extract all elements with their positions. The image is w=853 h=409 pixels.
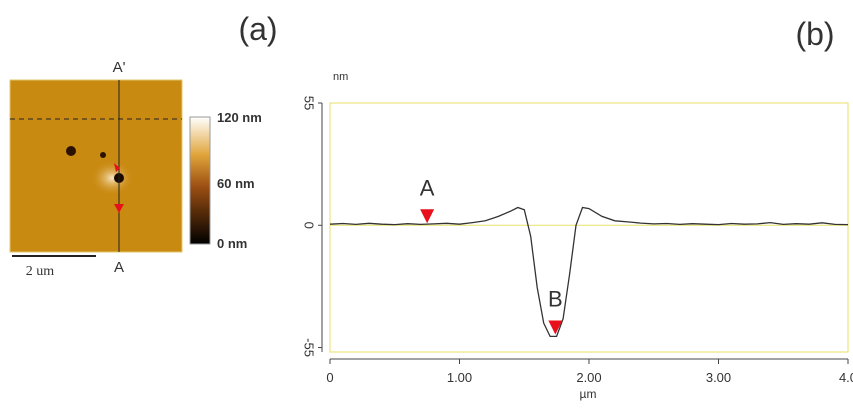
- panel-label: (a): [238, 11, 277, 47]
- panel-a: (a) A' A 2 um 120 nm 60 nm 0 nm: [10, 11, 278, 279]
- x-axis-label: µm: [580, 387, 597, 401]
- y-unit: nm: [333, 71, 348, 83]
- profile-line: [330, 208, 848, 337]
- y-tick-label: -55: [302, 338, 317, 357]
- plot-frame: [330, 103, 848, 352]
- colorbar-label: 60 nm: [217, 176, 255, 191]
- colorbar-label: 0 nm: [217, 236, 247, 251]
- panel-label: (b): [795, 16, 834, 52]
- x-tick-label: 0: [326, 370, 333, 385]
- colorbar: [190, 117, 210, 244]
- figure: (a) A' A 2 um 120 nm 60 nm 0 nm (b) nm µ…: [0, 0, 853, 404]
- section-label: A': [113, 59, 126, 76]
- x-tick-label: 4.0: [839, 370, 853, 385]
- pit-halo: [90, 160, 134, 196]
- panel-b: (b) nm µm -55 0 55 0 1.00 2.00 3.00 4.0 A B: [302, 16, 853, 401]
- colorbar-label: 120 nm: [217, 110, 262, 125]
- y-tick-label: 0: [302, 222, 317, 229]
- scale-label: 2 um: [26, 264, 55, 279]
- marker: [420, 209, 434, 223]
- y-tick-label: 55: [302, 96, 317, 110]
- pit: [66, 146, 76, 156]
- x-tick-label: 3.00: [706, 370, 731, 385]
- marker-label: B: [548, 286, 563, 311]
- marker-label: A: [420, 175, 435, 200]
- x-tick-label: 2.00: [576, 370, 601, 385]
- pit: [100, 152, 106, 158]
- x-tick-label: 1.00: [447, 370, 472, 385]
- section-label: A: [114, 259, 124, 276]
